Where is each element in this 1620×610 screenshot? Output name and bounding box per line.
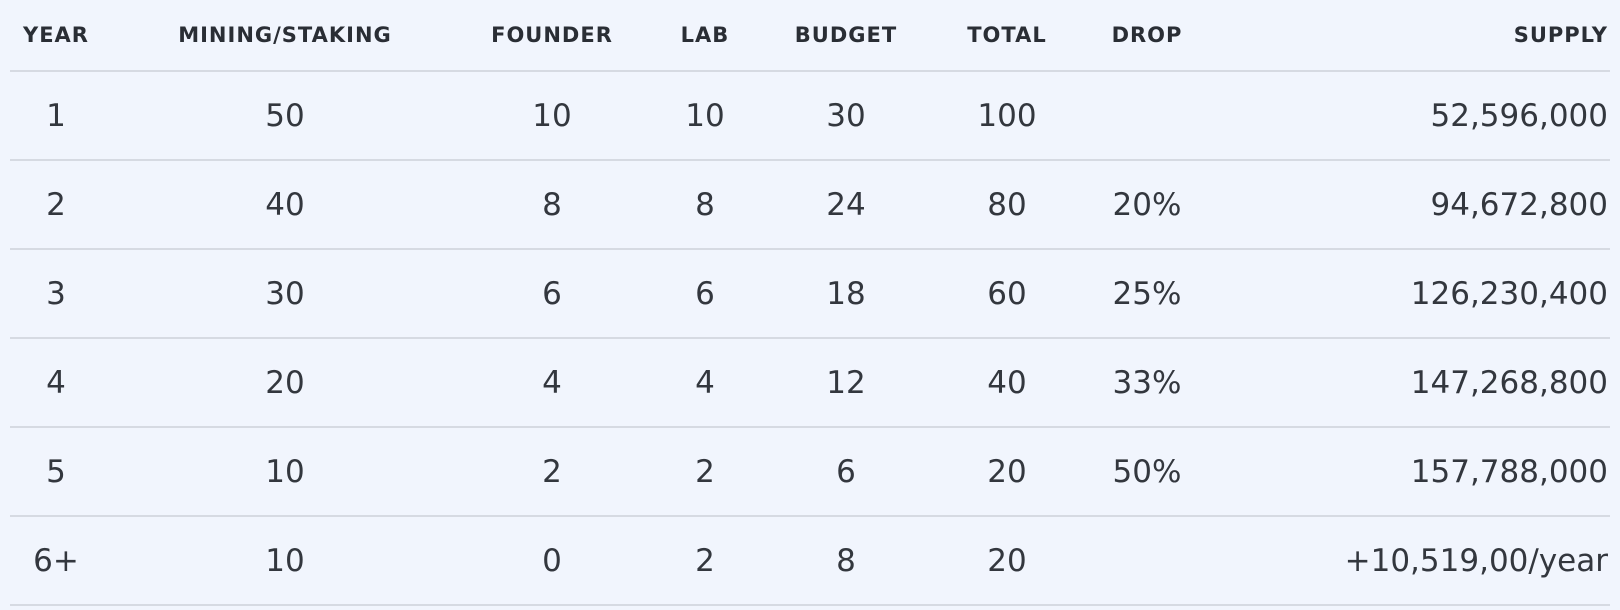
cell-total: 80: [918, 160, 1096, 250]
cell-total: 40: [918, 338, 1096, 428]
header-row: YEAR MINING/STAKING FOUNDER LAB BUDGET T…: [10, 0, 1610, 72]
cell-budget: 18: [774, 249, 918, 339]
cell-founder: 10: [468, 71, 636, 161]
table-header: YEAR MINING/STAKING FOUNDER LAB BUDGET T…: [10, 0, 1610, 72]
cell-budget: 12: [774, 338, 918, 428]
cell-drop: 33%: [1096, 338, 1198, 428]
cell-supply: 94,672,800: [1198, 160, 1610, 250]
cell-mining-staking: 10: [102, 516, 468, 606]
cell-year: 6+: [10, 516, 102, 606]
cell-total: 20: [918, 516, 1096, 606]
column-header-supply: SUPPLY: [1198, 0, 1610, 72]
cell-founder: 6: [468, 249, 636, 339]
column-header-total: TOTAL: [918, 0, 1096, 72]
cell-founder: 8: [468, 160, 636, 250]
cell-year: 3: [10, 249, 102, 339]
cell-lab: 4: [636, 338, 774, 428]
cell-drop: 50%: [1096, 427, 1198, 517]
cell-supply: 126,230,400: [1198, 249, 1610, 339]
table-row: 6+ 10 0 2 8 20 +10,519,00/year: [10, 516, 1610, 606]
cell-mining-staking: 40: [102, 160, 468, 250]
cell-mining-staking: 20: [102, 338, 468, 428]
table-row: 4 20 4 4 12 40 33% 147,268,800: [10, 338, 1610, 428]
table-row: 1 50 10 10 30 100 52,596,000: [10, 71, 1610, 161]
cell-mining-staking: 30: [102, 249, 468, 339]
cell-total: 60: [918, 249, 1096, 339]
cell-year: 1: [10, 71, 102, 161]
cell-year: 2: [10, 160, 102, 250]
column-header-budget: BUDGET: [774, 0, 918, 72]
cell-total: 100: [918, 71, 1096, 161]
cell-founder: 2: [468, 427, 636, 517]
cell-year: 4: [10, 338, 102, 428]
column-header-mining-staking: MINING/STAKING: [102, 0, 468, 72]
cell-supply: 147,268,800: [1198, 338, 1610, 428]
cell-total: 20: [918, 427, 1096, 517]
cell-founder: 4: [468, 338, 636, 428]
cell-lab: 2: [636, 427, 774, 517]
cell-budget: 8: [774, 516, 918, 606]
column-header-lab: LAB: [636, 0, 774, 72]
cell-lab: 2: [636, 516, 774, 606]
cell-founder: 0: [468, 516, 636, 606]
cell-drop: [1096, 516, 1198, 606]
cell-budget: 24: [774, 160, 918, 250]
table-row: 2 40 8 8 24 80 20% 94,672,800: [10, 160, 1610, 250]
cell-year: 5: [10, 427, 102, 517]
cell-budget: 30: [774, 71, 918, 161]
cell-lab: 6: [636, 249, 774, 339]
column-header-founder: FOUNDER: [468, 0, 636, 72]
supply-table: YEAR MINING/STAKING FOUNDER LAB BUDGET T…: [10, 0, 1610, 606]
table-row: 3 30 6 6 18 60 25% 126,230,400: [10, 249, 1610, 339]
cell-drop: 25%: [1096, 249, 1198, 339]
table-body: 1 50 10 10 30 100 52,596,000 2 40 8 8 24…: [10, 71, 1610, 606]
cell-supply: 52,596,000: [1198, 71, 1610, 161]
cell-budget: 6: [774, 427, 918, 517]
cell-supply: 157,788,000: [1198, 427, 1610, 517]
cell-lab: 8: [636, 160, 774, 250]
cell-mining-staking: 10: [102, 427, 468, 517]
column-header-drop: DROP: [1096, 0, 1198, 72]
column-header-year: YEAR: [10, 0, 102, 72]
cell-mining-staking: 50: [102, 71, 468, 161]
table-row: 5 10 2 2 6 20 50% 157,788,000: [10, 427, 1610, 517]
cell-supply: +10,519,00/year: [1198, 516, 1610, 606]
cell-drop: [1096, 71, 1198, 161]
cell-lab: 10: [636, 71, 774, 161]
cell-drop: 20%: [1096, 160, 1198, 250]
